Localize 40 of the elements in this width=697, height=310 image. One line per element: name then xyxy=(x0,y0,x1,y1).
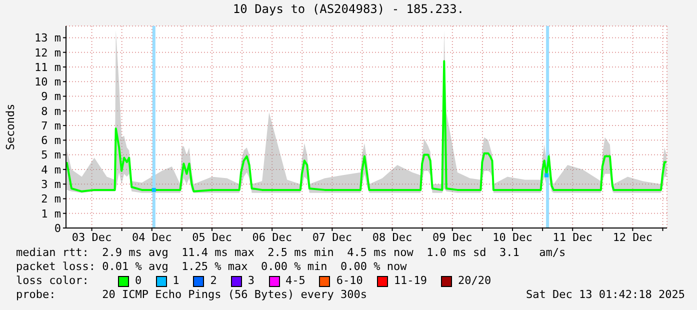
y-tick-label: 13 m xyxy=(34,32,62,45)
y-tick-label: 11 m xyxy=(34,60,62,74)
legend-label: 4-5 xyxy=(284,274,306,288)
text: packet loss: 0.01 % avg 1.25 % max 0.00 % min 0.00 % now xyxy=(16,260,408,274)
x-tick-label: 10 Dec xyxy=(492,230,532,244)
text: Sat Dec 13 01:42:18 2025 xyxy=(526,288,685,302)
text: median rtt: 2.9 ms avg 11.4 ms max 2.5 ms min 4.5 ms now 1.0 ms sd 3.1 am/s xyxy=(16,246,567,260)
x-tick-label: 04 Dec xyxy=(132,230,172,244)
x-tick-label: 07 Dec xyxy=(312,230,352,244)
x-tick-label: 03 Dec xyxy=(72,230,112,244)
y-tick-label: 4 m xyxy=(41,163,62,176)
y-tick-label: 10 m xyxy=(34,76,62,89)
y-tick-label: 1 m xyxy=(41,207,62,220)
legend-label: 1 xyxy=(172,274,180,288)
legend-label: 0 xyxy=(134,274,142,288)
line-series xyxy=(66,60,667,192)
legend-label: 6-10 xyxy=(335,274,363,288)
legend-label: 11-19 xyxy=(392,274,427,288)
y-tick-label: 5 m xyxy=(41,148,62,162)
y-tick-label: 0 xyxy=(54,222,61,235)
x-tick-label: 06 Dec xyxy=(252,230,292,244)
legend-label: 20/20 xyxy=(457,274,492,288)
legend-title: loss color: xyxy=(16,274,90,288)
x-tick-label: 11 Dec xyxy=(552,230,592,244)
y-tick-label: 12 m xyxy=(34,46,62,60)
y-tick-label: 6 m xyxy=(41,134,62,148)
x-tick-label: 12 Dec xyxy=(612,230,653,244)
y-axis-title: Seconds xyxy=(4,104,17,150)
y-tick-label: 2 m xyxy=(41,192,62,206)
x-tick-label: 05 Dec xyxy=(192,230,232,244)
x-tick-label: 09 Dec xyxy=(432,230,472,244)
y-tick-label: 9 m xyxy=(41,90,62,104)
chart-title: 10 Days to (AS204983) - 185.233. xyxy=(232,2,466,16)
x-tick-label: 08 Dec xyxy=(372,230,412,244)
legend-label: 3 xyxy=(246,274,254,288)
y-tick-label: 8 m xyxy=(41,104,62,118)
text: probe: 20 ICMP Echo Pings (56 Bytes) every 300s xyxy=(16,288,367,302)
y-tick-label: 3 m xyxy=(41,178,62,191)
y-tick-label: 7 m xyxy=(41,119,62,132)
legend-label: 2 xyxy=(209,274,217,288)
